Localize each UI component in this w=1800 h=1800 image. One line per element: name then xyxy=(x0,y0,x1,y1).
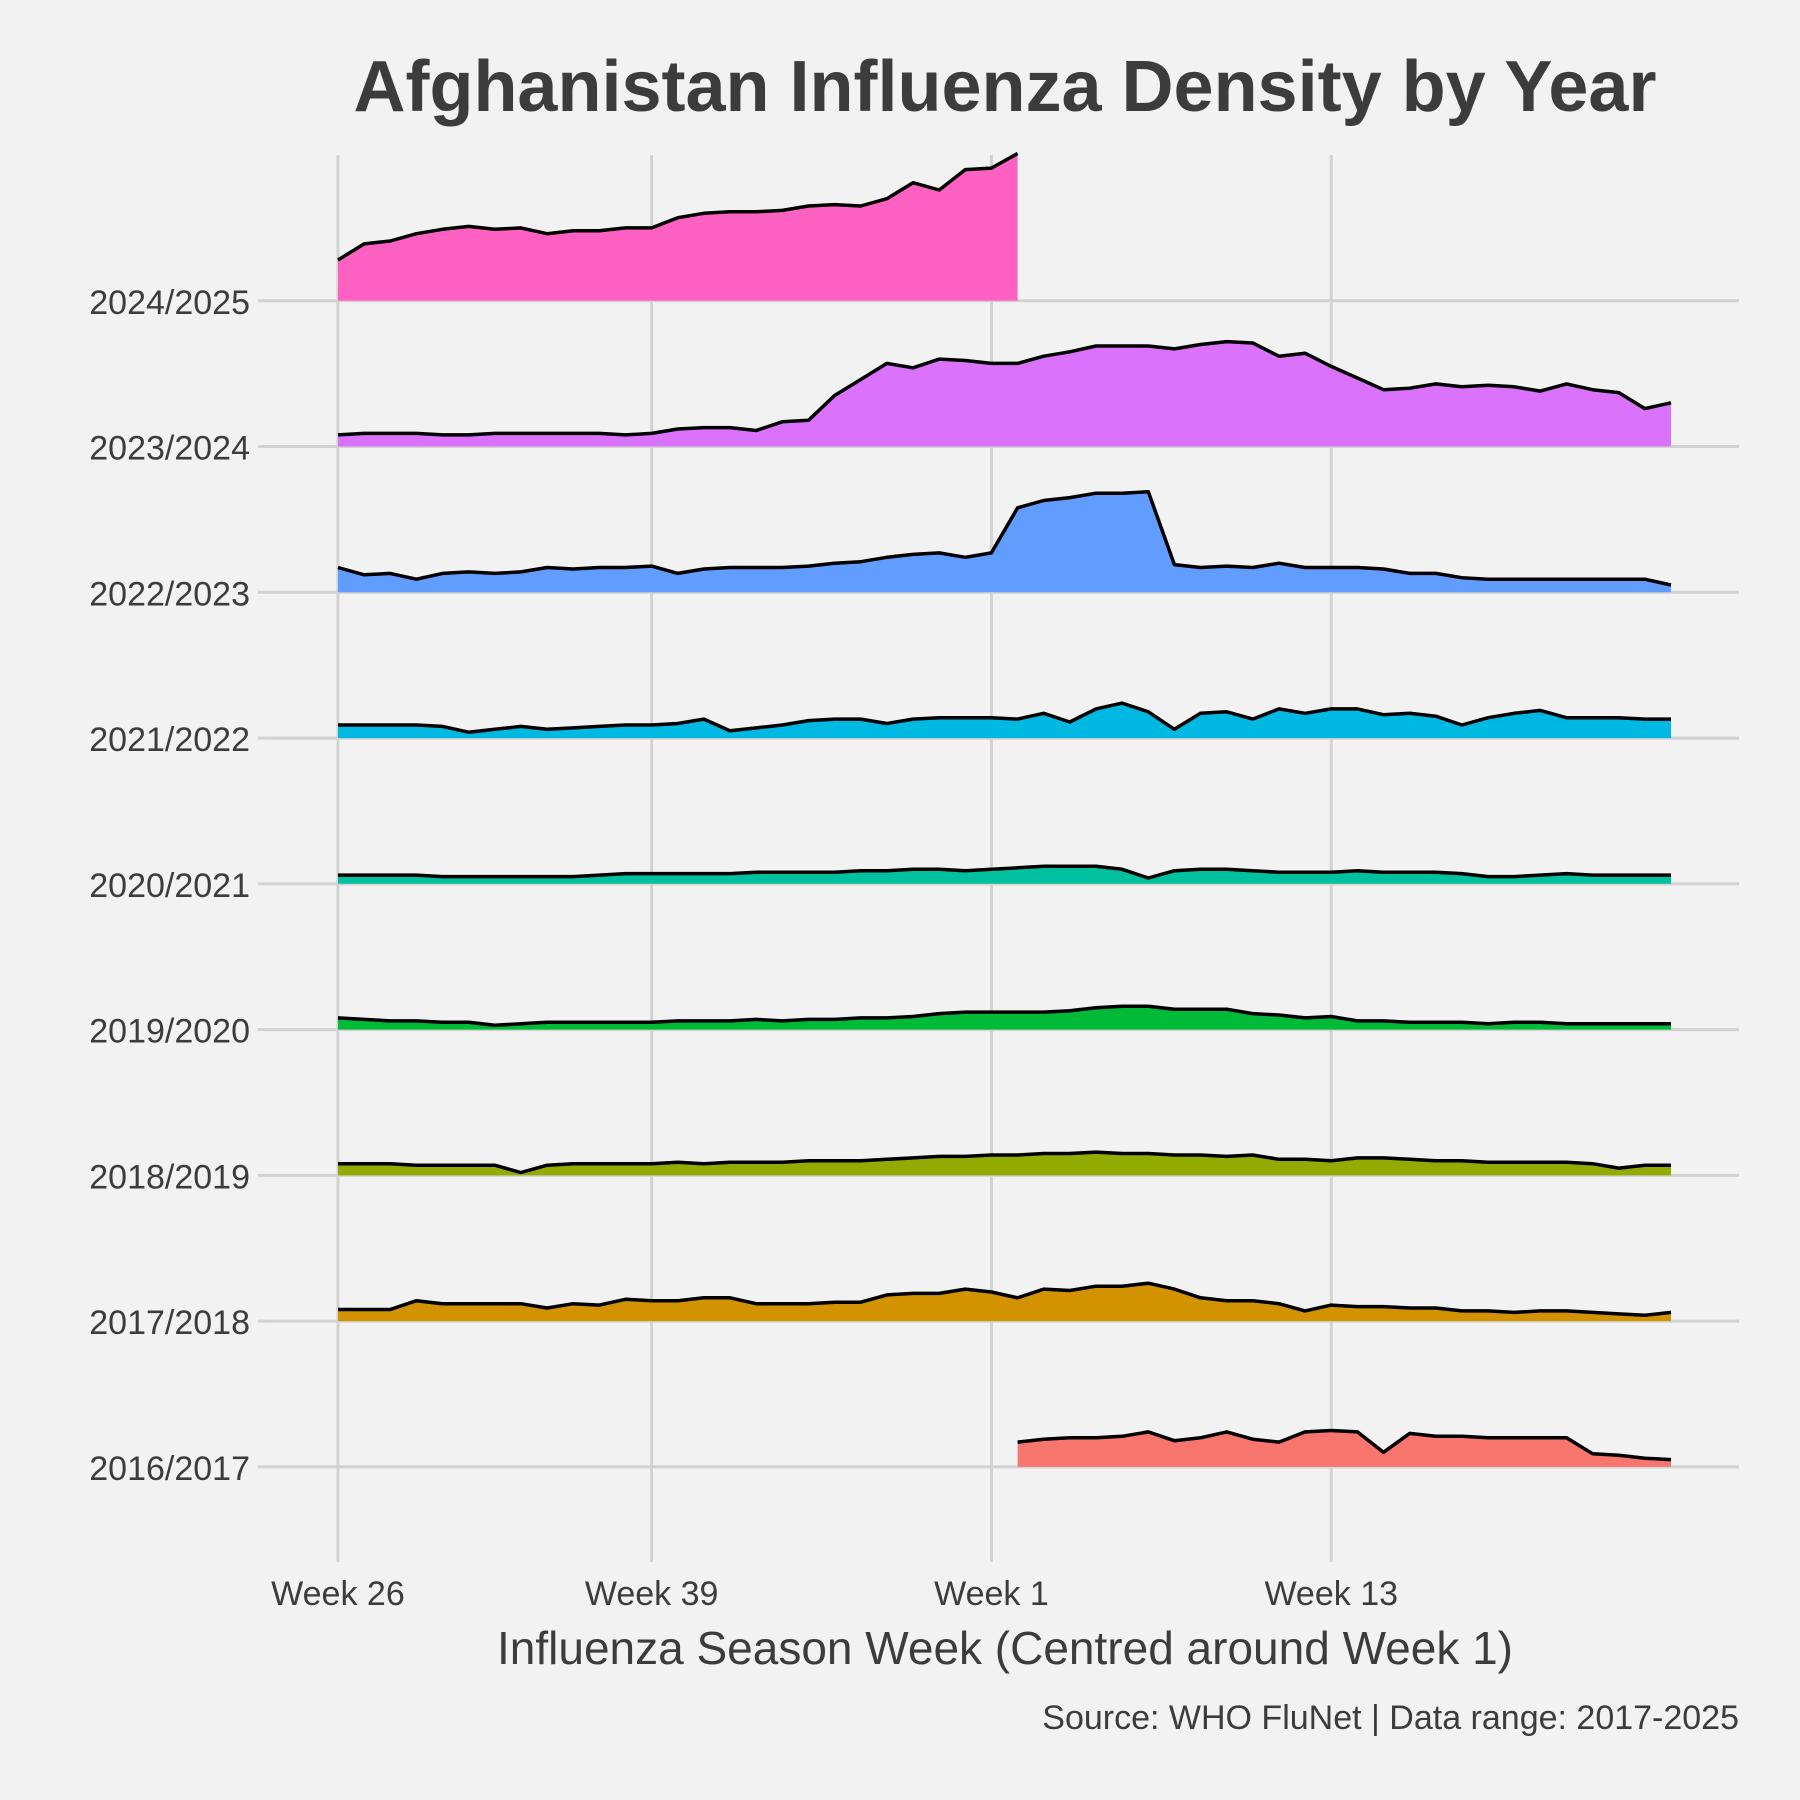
x-axis-title: Influenza Season Week (Centred around We… xyxy=(497,1622,1513,1674)
ridge-line xyxy=(337,489,1672,587)
ridge-area xyxy=(338,703,1671,739)
ridge-area xyxy=(338,1152,1671,1176)
labels: Week 26 Week 39 Week 1 Week 13 2016/2017 2017… xyxy=(89,284,1398,1613)
ridge-area xyxy=(338,1283,1671,1322)
ridges xyxy=(337,151,1672,1467)
ridge-line xyxy=(337,151,1019,262)
ridge-line xyxy=(1017,1428,1672,1462)
y-tick-label: 2022/2023 xyxy=(89,575,250,613)
y-tick-label: 2016/2017 xyxy=(89,1450,250,1488)
y-tick-label: 2020/2021 xyxy=(89,867,250,905)
ridge-area xyxy=(338,866,1671,884)
y-tick-label: 2019/2020 xyxy=(89,1013,250,1051)
ridge-area xyxy=(338,341,1671,447)
ridge-area xyxy=(338,1006,1671,1030)
ridge-area xyxy=(1017,1430,1671,1467)
x-tick-label: Week 26 xyxy=(271,1575,405,1613)
y-tick-label: 2024/2025 xyxy=(89,284,250,322)
chart-title: Afghanistan Influenza Density by Year xyxy=(354,47,1657,127)
ridge-line xyxy=(337,339,1672,437)
y-tick-label: 2018/2019 xyxy=(89,1158,250,1196)
x-tick-label: Week 1 xyxy=(934,1575,1049,1613)
ridge-line xyxy=(338,1281,1672,1318)
ridge-line xyxy=(338,1150,1671,1175)
ridge-line xyxy=(337,1004,1671,1027)
caption: Source: WHO FluNet | Data range: 2017-20… xyxy=(1042,1699,1739,1737)
ridge-area xyxy=(338,491,1671,593)
y-tick-label: 2021/2022 xyxy=(89,721,250,759)
ridge-area xyxy=(338,153,1018,301)
y-tick-label: 2023/2024 xyxy=(89,430,250,468)
y-tick-label: 2017/2018 xyxy=(89,1304,250,1342)
ridge-line xyxy=(338,701,1671,734)
x-tick-label: Week 13 xyxy=(1264,1575,1398,1613)
x-tick-label: Week 39 xyxy=(585,1575,719,1613)
ridge-line xyxy=(338,864,1671,880)
